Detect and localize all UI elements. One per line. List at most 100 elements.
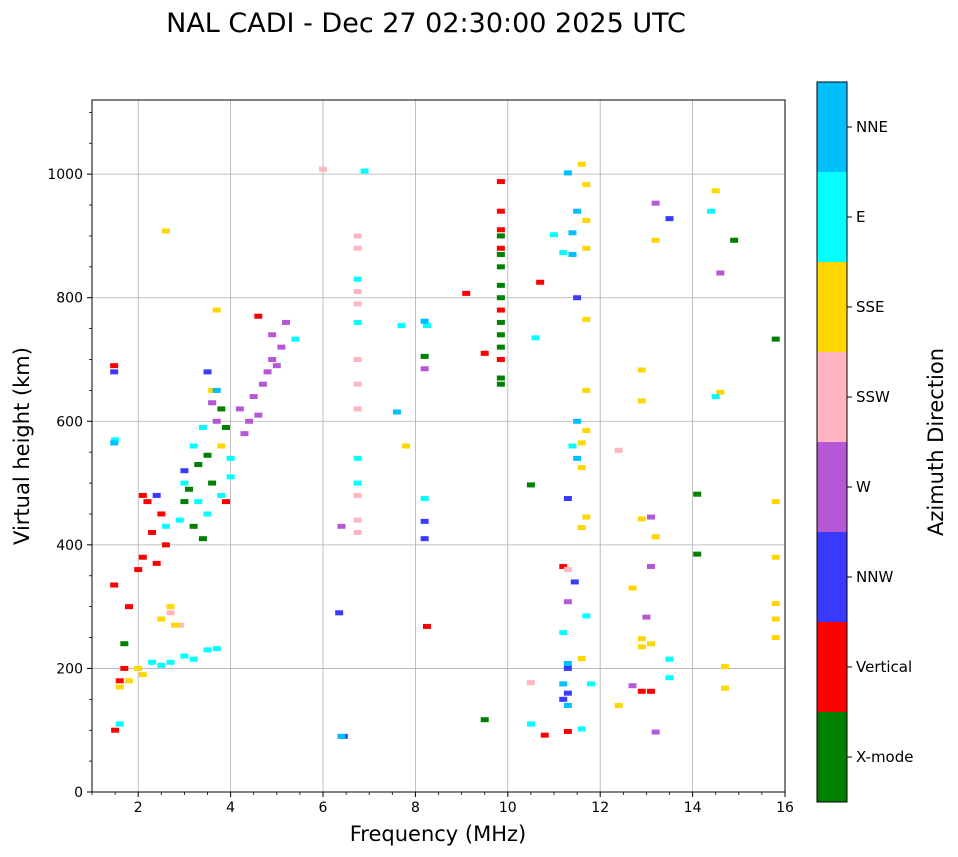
data-point-nne	[568, 230, 577, 236]
data-point-x-mode	[771, 336, 780, 342]
colorbar-tick-label: X-mode	[856, 748, 913, 766]
data-point-ssw	[353, 245, 362, 251]
data-point-vertical	[540, 732, 549, 738]
colorbar-tick-label: NNE	[856, 118, 888, 136]
data-point-ssw	[353, 381, 362, 387]
data-point-e	[212, 646, 221, 652]
data-point-ssw	[353, 233, 362, 239]
data-point-sse	[771, 499, 780, 505]
data-point-e	[198, 424, 207, 430]
data-point-e	[217, 492, 226, 498]
data-point-x-mode	[208, 480, 217, 486]
data-point-sse	[582, 316, 591, 322]
data-point-nnw	[559, 696, 568, 702]
data-point-x-mode	[420, 353, 429, 359]
data-point-vertical	[221, 499, 230, 505]
data-point-x-mode	[203, 452, 212, 458]
data-point-vertical	[110, 582, 119, 588]
data-point-sse	[771, 601, 780, 607]
data-point-nnw	[563, 690, 572, 696]
data-point-sse	[582, 182, 591, 188]
data-point-e	[360, 168, 369, 174]
y-tick-label: 400	[56, 538, 83, 554]
data-point-sse	[771, 616, 780, 622]
data-point-e	[161, 523, 170, 529]
data-point-e	[166, 659, 175, 665]
data-point-sse	[402, 443, 411, 449]
data-point-nnw	[203, 369, 212, 375]
data-point-sse	[771, 635, 780, 641]
data-point-x-mode	[180, 499, 189, 505]
colorbar-tick-label: W	[856, 478, 871, 496]
data-point-e	[157, 662, 166, 668]
data-point-nnw	[563, 665, 572, 671]
data-point-x-mode	[189, 523, 198, 529]
data-point-vertical	[559, 563, 568, 569]
data-point-sse	[720, 685, 729, 691]
data-point-e	[577, 726, 586, 732]
data-point-w	[245, 418, 254, 424]
x-tick-label: 4	[226, 800, 235, 816]
data-point-x-mode	[496, 251, 505, 257]
data-point-x-mode	[496, 233, 505, 239]
data-point-e	[559, 250, 568, 256]
data-point-x-mode	[693, 491, 702, 497]
data-point-e	[189, 656, 198, 662]
data-point-w	[235, 406, 244, 412]
data-point-w	[642, 614, 651, 620]
data-point-e	[226, 474, 235, 480]
data-point-w	[647, 514, 656, 520]
data-point-nne	[337, 733, 346, 739]
y-tick-label: 600	[56, 414, 83, 430]
data-point-w	[651, 729, 660, 735]
data-point-e	[550, 232, 558, 238]
data-point-vertical	[138, 554, 147, 560]
data-point-sse	[651, 534, 660, 540]
x-tick-label: 12	[591, 800, 609, 816]
data-point-vertical	[152, 560, 161, 566]
data-point-vertical	[110, 363, 119, 369]
colorbar-segment	[817, 172, 847, 262]
x-tick-label: 6	[319, 800, 328, 816]
data-point-nnw	[563, 496, 572, 502]
data-point-nnw	[335, 610, 344, 616]
data-point-ssw	[175, 622, 184, 628]
x-tick-label: 16	[776, 800, 794, 816]
data-point-nnw	[420, 536, 429, 542]
y-tick-label: 800	[56, 291, 83, 307]
data-point-x-mode	[496, 319, 505, 325]
data-point-nnw	[570, 579, 579, 585]
data-point-e	[175, 517, 184, 523]
data-point-nne	[573, 455, 582, 461]
data-point-x-mode	[185, 486, 194, 492]
data-point-sse	[138, 672, 147, 678]
data-point-w	[208, 400, 217, 406]
colorbar-segment	[817, 262, 847, 352]
data-point-vertical	[496, 245, 505, 251]
data-point-vertical	[496, 208, 505, 214]
data-point-vertical	[134, 567, 143, 573]
data-point-x-mode	[526, 482, 535, 488]
data-point-w	[282, 319, 291, 325]
colorbar-frame	[816, 81, 848, 803]
data-point-ssw	[563, 567, 572, 573]
y-tick-label: 1000	[47, 167, 83, 183]
data-point-e	[420, 496, 429, 502]
data-point-nne	[568, 251, 577, 257]
data-points	[110, 161, 780, 739]
x-tick-label: 2	[134, 800, 143, 816]
data-point-w	[272, 363, 281, 369]
data-point-ssw	[353, 492, 362, 498]
data-point-ssw	[353, 530, 362, 535]
data-point-nne	[559, 681, 568, 687]
x-axis-label: Frequency (MHz)	[350, 822, 526, 846]
data-point-e	[194, 499, 203, 505]
data-point-ssw	[319, 166, 327, 172]
data-point-e	[353, 319, 362, 325]
data-point-sse	[651, 237, 660, 243]
colorbar-tick-label: SSW	[856, 388, 890, 406]
data-point-e	[568, 443, 577, 449]
colorbar-tick-label: Vertical	[856, 658, 912, 676]
data-point-e	[582, 613, 591, 619]
data-point-e	[353, 455, 362, 461]
